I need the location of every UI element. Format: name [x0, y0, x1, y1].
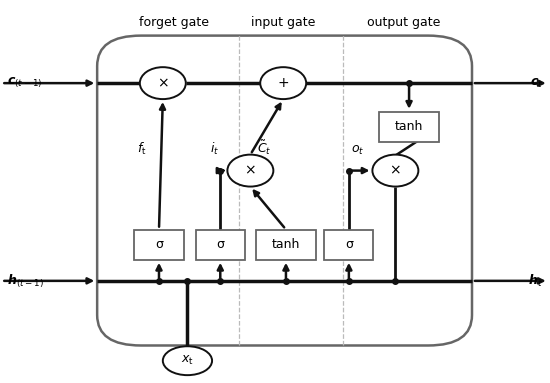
- FancyBboxPatch shape: [379, 112, 439, 142]
- Text: +: +: [277, 76, 289, 90]
- Text: $o_t$: $o_t$: [350, 144, 364, 157]
- FancyBboxPatch shape: [324, 229, 373, 260]
- Text: σ: σ: [155, 238, 163, 251]
- Text: $x_\mathrm{t}$: $x_\mathrm{t}$: [181, 354, 194, 367]
- FancyBboxPatch shape: [196, 229, 245, 260]
- Circle shape: [260, 67, 306, 99]
- Text: ×: ×: [389, 164, 401, 178]
- FancyBboxPatch shape: [256, 229, 316, 260]
- FancyBboxPatch shape: [97, 36, 472, 345]
- Circle shape: [140, 67, 186, 99]
- FancyBboxPatch shape: [134, 229, 184, 260]
- Text: tanh: tanh: [395, 120, 424, 133]
- Circle shape: [227, 155, 273, 187]
- Text: input gate: input gate: [251, 16, 315, 29]
- Text: $\boldsymbol{h}_t$: $\boldsymbol{h}_t$: [529, 273, 543, 289]
- Text: ×: ×: [245, 164, 256, 178]
- Text: $f_\mathrm{t}$: $f_\mathrm{t}$: [136, 141, 146, 157]
- Text: ×: ×: [157, 76, 169, 90]
- Text: forget gate: forget gate: [139, 16, 209, 29]
- Text: $\tilde{C}_t$: $\tilde{C}_t$: [257, 139, 272, 157]
- Text: $\boldsymbol{c}_t$: $\boldsymbol{c}_t$: [530, 77, 543, 90]
- Ellipse shape: [163, 346, 212, 375]
- Text: output gate: output gate: [367, 16, 441, 29]
- Text: $\boldsymbol{h}_{(t-1)}$: $\boldsymbol{h}_{(t-1)}$: [7, 272, 44, 290]
- Circle shape: [372, 155, 419, 187]
- Text: σ: σ: [345, 238, 353, 251]
- Text: σ: σ: [216, 238, 224, 251]
- Text: tanh: tanh: [272, 238, 300, 251]
- Text: $i_t$: $i_t$: [211, 141, 219, 157]
- Text: $\boldsymbol{c}_{(t-1)}$: $\boldsymbol{c}_{(t-1)}$: [7, 76, 42, 90]
